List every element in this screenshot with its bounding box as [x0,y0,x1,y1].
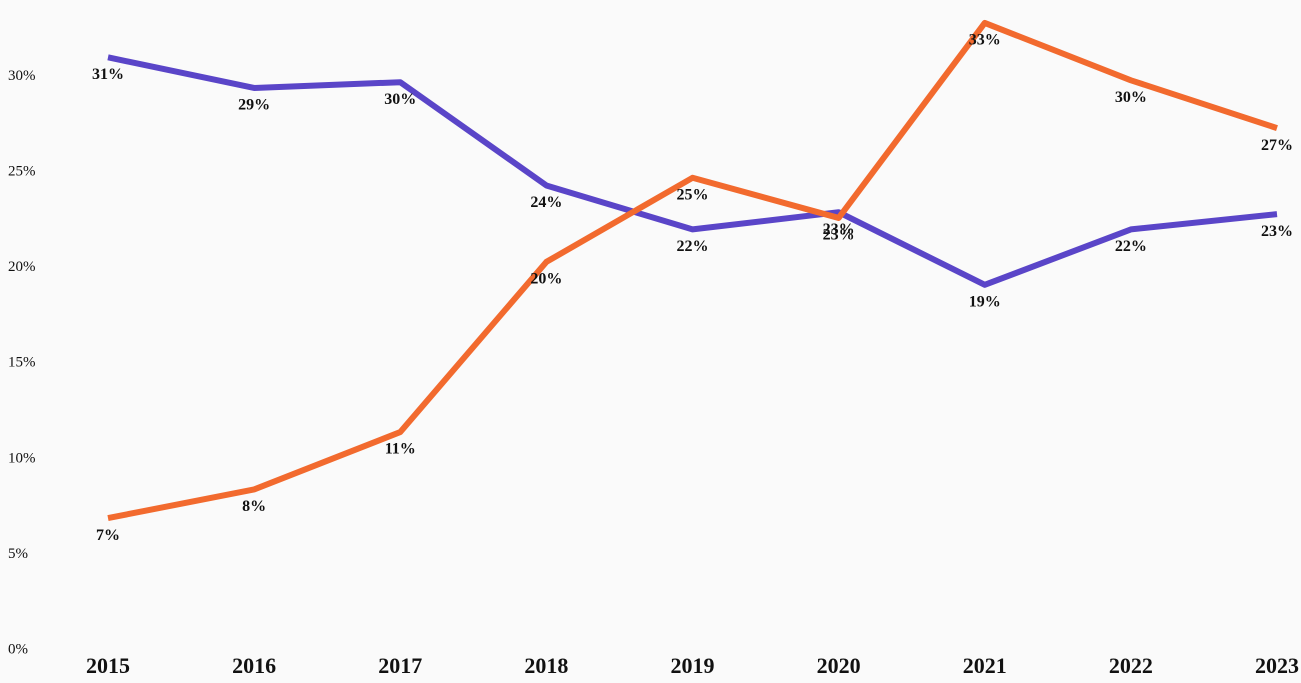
y-tick-label: 30% [8,68,36,84]
x-tick-label: 2023 [1255,653,1299,678]
line [107,54,1278,288]
data-label: 27% [1261,137,1293,154]
x-tick-label: 2019 [671,653,715,678]
y-tick-label: 20% [8,259,36,275]
data-label: 30% [384,91,416,108]
y-tick-label: 25% [8,163,36,179]
line [107,19,1278,522]
data-label: 22% [1115,238,1147,255]
data-label: 11% [385,441,416,458]
data-label: 23% [823,221,855,238]
y-tick-label: 5% [8,546,28,562]
data-label: 7% [96,527,120,544]
data-label: 31% [92,66,124,83]
x-tick-label: 2016 [232,653,276,678]
data-label: 22% [677,238,709,255]
x-tick-label: 2022 [1109,653,1153,678]
x-tick-label: 2021 [963,653,1007,678]
data-label: 24% [530,194,562,211]
data-label: 33% [969,32,1001,49]
data-label: 20% [530,271,562,288]
x-tick-label: 2020 [817,653,861,678]
x-tick-label: 2017 [378,653,422,678]
data-label: 19% [969,294,1001,311]
x-tick-label: 2015 [86,653,130,678]
data-label: 29% [238,97,270,114]
y-tick-label: 15% [8,355,36,371]
data-label: 23% [1261,223,1293,240]
y-tick-label: 0% [8,641,28,657]
data-label: 23% [823,227,855,244]
data-label: 25% [677,186,709,203]
data-label: 8% [242,498,266,515]
data-label: 30% [1115,89,1147,106]
x-tick-label: 2018 [524,653,568,678]
y-tick-label: 10% [8,450,36,466]
